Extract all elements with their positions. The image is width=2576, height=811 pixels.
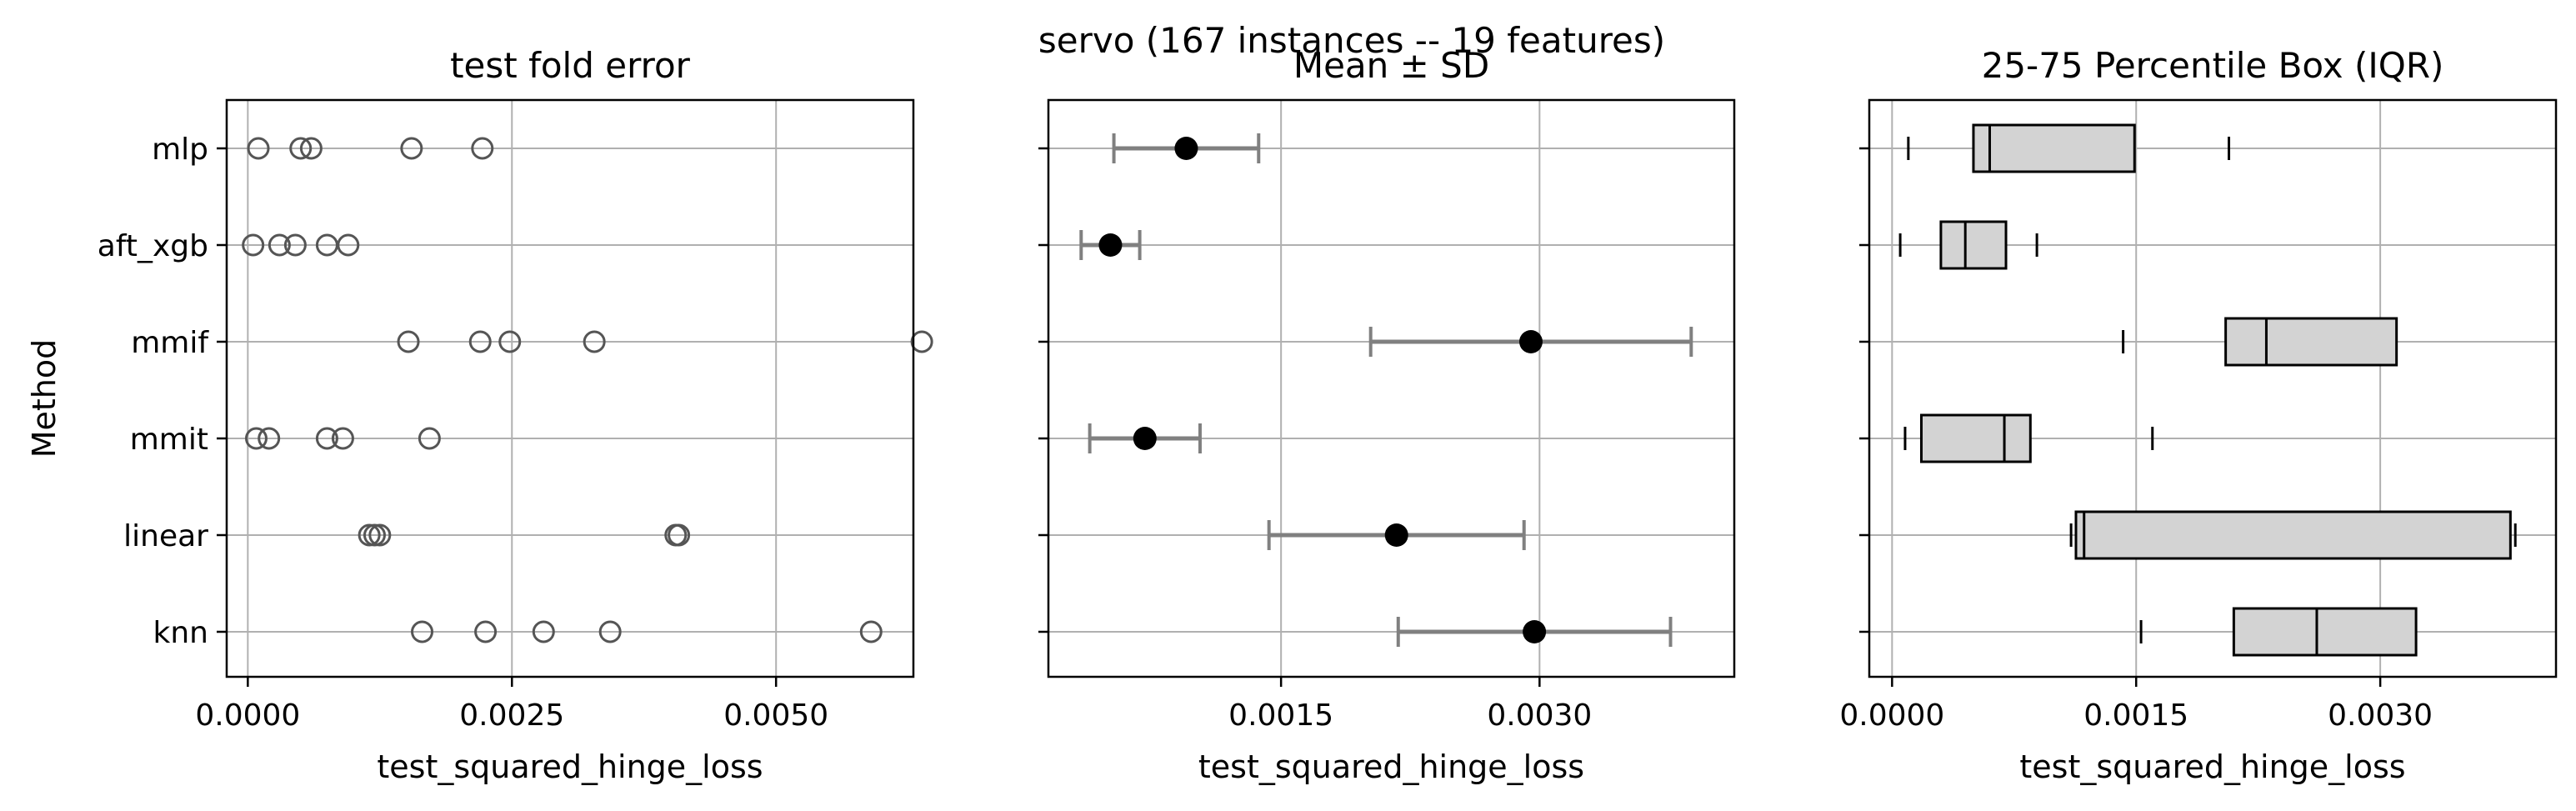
data-point-mmit <box>315 427 338 450</box>
x-axis-label: test_squared_hinge_loss <box>1198 748 1584 785</box>
x-tick-label: 0.0050 <box>723 698 828 733</box>
x-tick-label: 0.0030 <box>1487 698 1592 733</box>
iqr-box-knn <box>2232 607 2418 657</box>
y-tick-label-knn: knn <box>153 616 208 650</box>
data-point-mlp <box>299 137 323 160</box>
panel-title: test fold error <box>450 45 691 86</box>
data-point-aft_xgb <box>283 233 307 257</box>
panel-2: 0.0015 0.0030 Mean ± SD test_squared_hinge_… <box>1038 45 1736 785</box>
data-point-mmit <box>331 427 354 450</box>
data-point-aft_xgb <box>242 233 265 257</box>
x-tick-label: 0.0030 <box>2328 698 2433 733</box>
figure-title: servo (167 instances -- 19 features) <box>1038 20 1665 61</box>
y-tick-label-mlp: mlp <box>152 133 208 167</box>
x-axis-label: test_squared_hinge_loss <box>377 748 763 785</box>
data-point-knn <box>474 620 498 643</box>
data-point-aft_xgb <box>337 233 360 257</box>
data-point-knn <box>598 620 622 643</box>
panel-title: Mean ± SD <box>1293 45 1489 86</box>
mean-point-aft_xgb <box>1098 233 1123 257</box>
data-point-mmit <box>418 427 441 450</box>
mean-point-linear <box>1384 523 1408 547</box>
mean-point-knn <box>1523 620 1547 643</box>
x-tick-label: 0.0015 <box>2083 698 2188 733</box>
iqr-box-linear <box>2074 510 2512 560</box>
data-point-knn <box>859 620 883 643</box>
data-point-mmif <box>498 330 522 353</box>
data-point-mlp <box>400 137 423 160</box>
data-point-mmif <box>397 330 420 353</box>
mean-point-mlp <box>1174 137 1198 160</box>
data-point-mlp <box>471 137 494 160</box>
x-tick-label: 0.0000 <box>1839 698 1944 733</box>
data-point-linear <box>368 523 392 547</box>
data-point-mlp <box>289 137 313 160</box>
data-point-mmif <box>583 330 606 353</box>
data-point-mmif <box>468 330 492 353</box>
x-tick-label: 0.0015 <box>1228 698 1333 733</box>
iqr-box-aft_xgb <box>1939 220 2008 270</box>
x-tick-label: 0.0000 <box>195 698 300 733</box>
iqr-box-mlp <box>1972 123 2136 173</box>
data-point-linear <box>668 523 691 547</box>
data-point-linear <box>363 523 386 547</box>
data-point-knn <box>411 620 434 643</box>
panel-3: 0.0000 0.0015 0.0030 25-75 Percentile Box (… <box>1839 45 2558 785</box>
panel-title: 25-75 Percentile Box (IQR) <box>1982 45 2444 86</box>
axes-frame <box>1868 98 2558 678</box>
y-tick-label-aft_xgb: aft_xgb <box>98 229 208 263</box>
data-point-linear <box>358 523 381 547</box>
data-point-knn <box>532 620 555 643</box>
data-point-mlp <box>247 137 270 160</box>
x-tick-label: 0.0025 <box>459 698 564 733</box>
y-tick-label-linear: linear <box>123 519 208 553</box>
iqr-box-mmit <box>1919 413 2032 463</box>
data-point-mmif <box>910 330 933 353</box>
data-point-mmit <box>244 427 268 450</box>
axes-frame <box>225 98 915 678</box>
data-point-mmit <box>258 427 281 450</box>
mean-point-mmit <box>1133 427 1157 450</box>
axes-frame <box>1047 98 1736 678</box>
data-point-aft_xgb <box>268 233 291 257</box>
iqr-box-mmif <box>2224 317 2398 367</box>
y-axis-label: Method <box>26 339 63 458</box>
y-tick-label-mmif: mmif <box>131 326 209 360</box>
mean-point-mmif <box>1518 330 1543 353</box>
y-tick-label-mmit: mmit <box>130 423 208 457</box>
x-axis-label: test_squared_hinge_loss <box>2019 748 2405 785</box>
